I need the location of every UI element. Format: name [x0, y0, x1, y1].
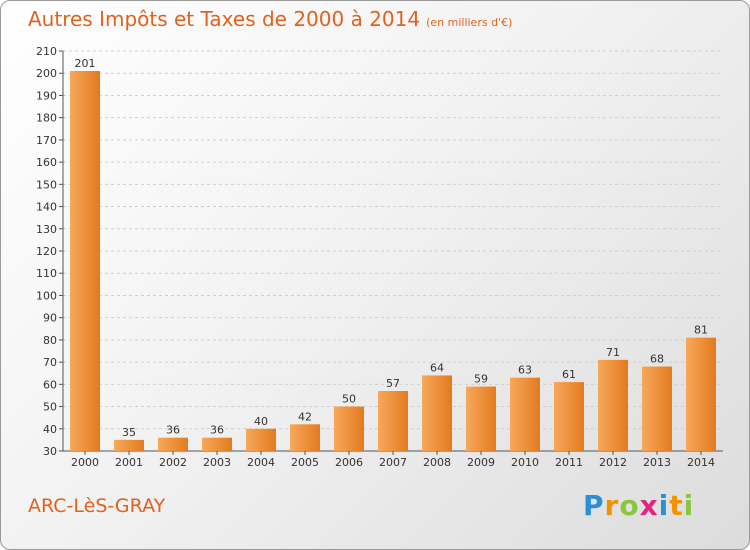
bar: [290, 424, 320, 451]
y-tick-label: 170: [36, 134, 57, 147]
y-tick-label: 80: [43, 334, 57, 347]
bar: [246, 428, 276, 451]
city-name: ARC-LèS-GRAY: [28, 495, 166, 517]
logo-letter: t: [669, 489, 684, 522]
bar: [422, 375, 452, 451]
bar: [334, 406, 364, 451]
x-tick-label: 2002: [159, 456, 187, 469]
bar: [598, 359, 628, 451]
y-tick-label: 210: [36, 45, 57, 58]
x-tick-label: 2011: [555, 456, 583, 469]
y-tick-label: 50: [43, 401, 57, 414]
logo-letter: r: [604, 489, 620, 522]
data-label: 64: [430, 361, 444, 374]
y-tick-label: 40: [43, 423, 57, 436]
proxiti-logo: Proxiti: [583, 489, 694, 522]
logo-letter: x: [639, 489, 659, 522]
y-tick-label: 130: [36, 223, 57, 236]
x-tick-label: 2012: [599, 456, 627, 469]
logo-letter: o: [619, 489, 640, 522]
x-tick-label: 2000: [71, 456, 99, 469]
data-label: 57: [386, 377, 400, 390]
x-tick-label: 2003: [203, 456, 231, 469]
x-tick-label: 2013: [643, 456, 671, 469]
chart-title-text: Autres Impôts et Taxes de 2000 à 2014: [28, 7, 421, 31]
data-label: 50: [342, 393, 356, 406]
bar: [466, 386, 496, 451]
bar: [158, 437, 188, 451]
bar: [70, 71, 100, 451]
logo-letter: i: [658, 489, 670, 522]
data-label: 36: [166, 424, 180, 437]
data-label: 36: [210, 424, 224, 437]
y-tick-label: 90: [43, 312, 57, 325]
y-tick-label: 140: [36, 201, 57, 214]
data-label: 68: [650, 353, 664, 366]
y-tick-label: 100: [36, 289, 57, 302]
y-tick-label: 120: [36, 245, 57, 258]
data-label: 71: [606, 346, 620, 359]
bar: [686, 337, 716, 451]
y-tick-label: 200: [36, 67, 57, 80]
bar: [202, 437, 232, 451]
y-tick-label: 190: [36, 89, 57, 102]
x-tick-label: 2009: [467, 456, 495, 469]
data-label: 63: [518, 364, 532, 377]
data-label: 81: [694, 324, 708, 337]
y-tick-label: 30: [43, 445, 57, 458]
x-tick-label: 2008: [423, 456, 451, 469]
data-label: 61: [562, 368, 576, 381]
data-label: 40: [254, 415, 268, 428]
logo-letter: P: [583, 489, 605, 522]
bar: [378, 391, 408, 451]
x-tick-label: 2004: [247, 456, 275, 469]
data-label: 35: [122, 426, 136, 439]
bar: [114, 439, 144, 451]
data-label: 201: [75, 57, 96, 70]
data-label: 59: [474, 373, 488, 386]
y-tick-label: 160: [36, 156, 57, 169]
x-tick-label: 2006: [335, 456, 363, 469]
chart-title: Autres Impôts et Taxes de 2000 à 2014 (en…: [28, 7, 512, 31]
x-tick-label: 2007: [379, 456, 407, 469]
x-tick-label: 2005: [291, 456, 319, 469]
y-tick-label: 70: [43, 356, 57, 369]
x-tick-labels: 2000 2001 2002 2003 2004 2005 2006 2007 2008 2009…: [71, 456, 715, 469]
data-labels: 201 35 36 36 40 42 50 57 64 59 63 61 71 68 81: [75, 57, 709, 439]
bar: [510, 377, 540, 451]
x-tick-label: 2010: [511, 456, 539, 469]
x-tick-label: 2014: [687, 456, 715, 469]
y-tick-label: 180: [36, 112, 57, 125]
data-label: 42: [298, 410, 312, 423]
logo-letter: i: [683, 489, 695, 522]
y-tick-labels: 30 40 50 60 70 80 90 100 110 120 130 140 150 160 170 18…: [36, 45, 57, 458]
bar: [554, 382, 584, 451]
y-tick-label: 110: [36, 267, 57, 280]
chart-subtitle: (en milliers d'€): [426, 16, 513, 29]
y-tick-label: 60: [43, 378, 57, 391]
bars: [70, 71, 716, 451]
bar: [642, 366, 672, 451]
y-tick-label: 150: [36, 178, 57, 191]
x-tick-label: 2001: [115, 456, 143, 469]
